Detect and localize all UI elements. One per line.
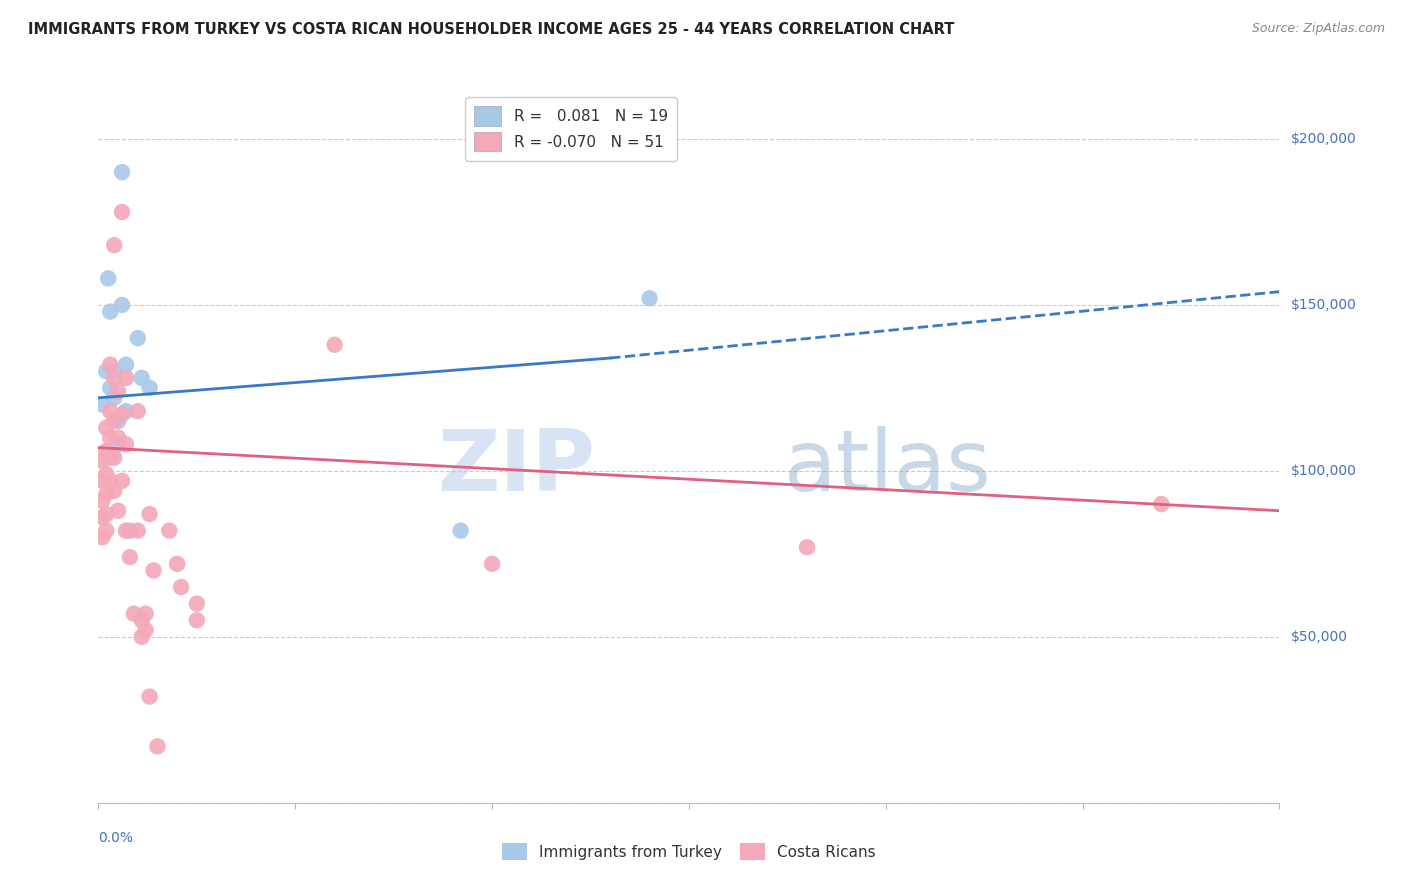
Point — [115, 404, 138, 418]
Text: $200,000: $200,000 — [1291, 132, 1357, 146]
Point — [96, 364, 118, 378]
Point — [103, 364, 125, 378]
Point — [98, 358, 121, 372]
Text: $50,000: $50,000 — [1291, 630, 1347, 644]
Text: atlas: atlas — [783, 425, 991, 509]
Point — [157, 524, 180, 538]
Point — [115, 358, 138, 372]
Point — [107, 414, 129, 428]
Point — [131, 630, 153, 644]
Point — [481, 557, 503, 571]
Point — [97, 271, 120, 285]
Point — [96, 487, 118, 501]
Point — [138, 381, 160, 395]
Point — [98, 381, 121, 395]
Point — [186, 597, 208, 611]
Point — [122, 607, 145, 621]
Point — [96, 444, 118, 458]
Point — [111, 408, 134, 422]
Point — [138, 690, 160, 704]
Point — [131, 613, 153, 627]
Point — [91, 454, 114, 468]
Point — [1150, 497, 1173, 511]
Point — [796, 540, 818, 554]
Point — [111, 205, 134, 219]
Point — [111, 474, 134, 488]
Point — [103, 371, 125, 385]
Point — [115, 437, 138, 451]
Text: $150,000: $150,000 — [1291, 298, 1357, 312]
Point — [91, 530, 114, 544]
Point — [115, 371, 138, 385]
Point — [127, 524, 149, 538]
Point — [142, 564, 165, 578]
Point — [91, 510, 114, 524]
Point — [166, 557, 188, 571]
Point — [98, 304, 121, 318]
Point — [323, 338, 346, 352]
Point — [127, 331, 149, 345]
Point — [107, 504, 129, 518]
Text: IMMIGRANTS FROM TURKEY VS COSTA RICAN HOUSEHOLDER INCOME AGES 25 - 44 YEARS CORR: IMMIGRANTS FROM TURKEY VS COSTA RICAN HO… — [28, 22, 955, 37]
Point — [103, 450, 125, 465]
Point — [146, 739, 169, 754]
Point — [111, 165, 134, 179]
Point — [107, 384, 129, 399]
Point — [96, 524, 118, 538]
Point — [96, 467, 118, 482]
Text: ZIP: ZIP — [437, 425, 595, 509]
Point — [107, 431, 129, 445]
Point — [103, 391, 125, 405]
Point — [103, 483, 125, 498]
Point — [103, 414, 125, 428]
Legend: Immigrants from Turkey, Costa Ricans: Immigrants from Turkey, Costa Ricans — [496, 837, 882, 866]
Point — [91, 493, 114, 508]
Point — [91, 397, 114, 411]
Point — [111, 298, 134, 312]
Point — [118, 524, 141, 538]
Point — [118, 550, 141, 565]
Point — [638, 291, 661, 305]
Point — [98, 474, 121, 488]
Point — [107, 437, 129, 451]
Point — [170, 580, 193, 594]
Point — [127, 404, 149, 418]
Point — [131, 371, 153, 385]
Point — [98, 450, 121, 465]
Point — [186, 613, 208, 627]
Text: 0.0%: 0.0% — [98, 831, 134, 846]
Point — [91, 474, 114, 488]
Point — [98, 404, 121, 418]
Point — [96, 421, 118, 435]
Point — [115, 524, 138, 538]
Point — [450, 524, 472, 538]
Point — [96, 507, 118, 521]
Point — [138, 507, 160, 521]
Text: Source: ZipAtlas.com: Source: ZipAtlas.com — [1251, 22, 1385, 36]
Point — [103, 238, 125, 252]
Point — [135, 624, 157, 638]
Point — [135, 607, 157, 621]
Point — [98, 431, 121, 445]
Text: $100,000: $100,000 — [1291, 464, 1357, 478]
